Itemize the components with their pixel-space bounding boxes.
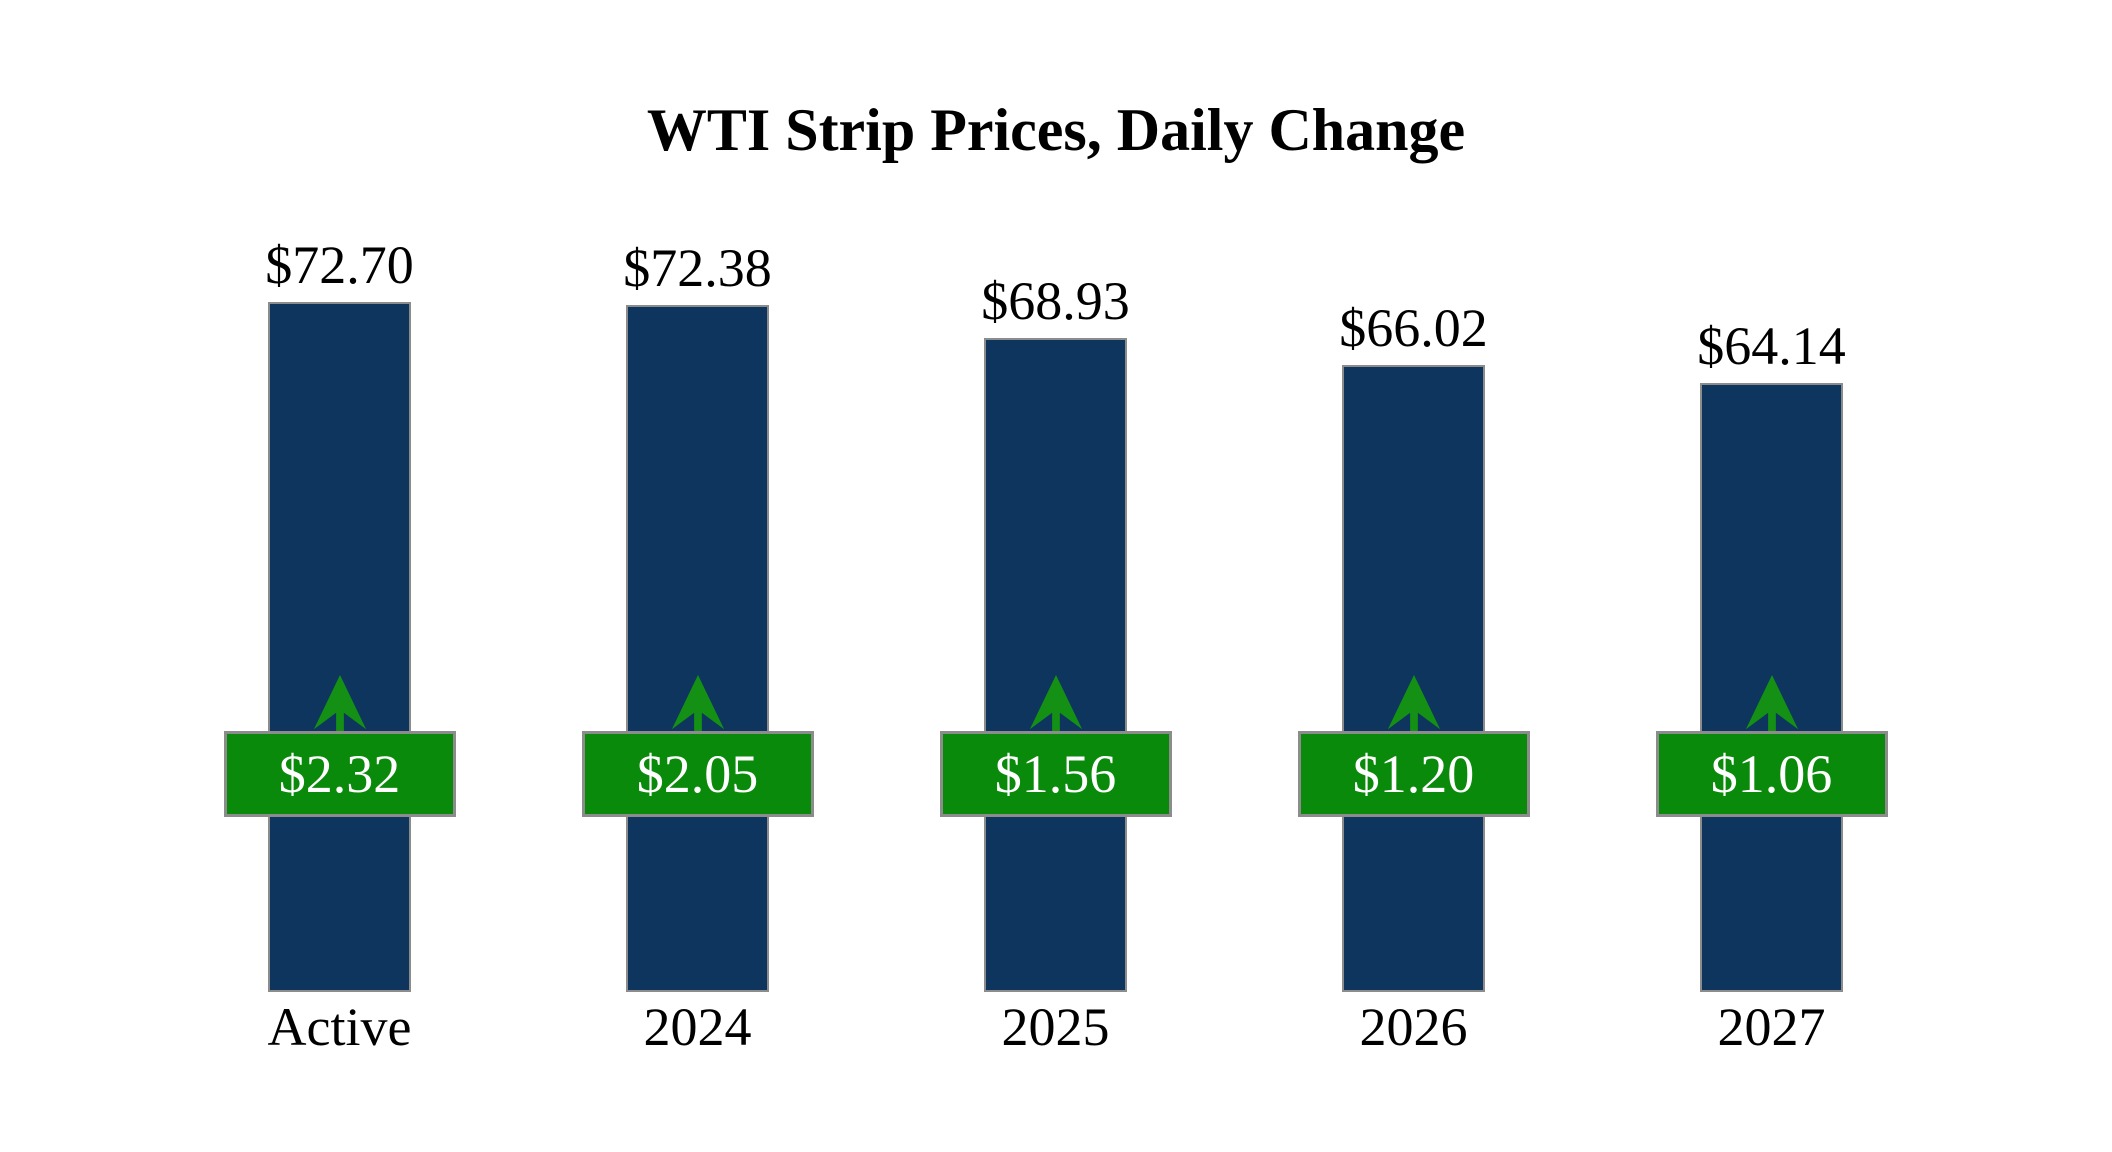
daily-change-value: $2.32 xyxy=(278,744,401,804)
price-bar xyxy=(268,302,411,992)
category-label: 2027 xyxy=(1717,997,1826,1057)
up-arrow-icon xyxy=(1029,675,1082,735)
chart-title: WTI Strip Prices, Daily Change xyxy=(646,97,1466,163)
bar-value-label: $72.70 xyxy=(265,235,414,295)
category-label: Active xyxy=(267,997,412,1057)
price-bar xyxy=(626,305,769,992)
daily-change-badge: $1.20 xyxy=(1297,731,1530,817)
up-arrow-icon xyxy=(1387,675,1440,735)
up-arrow-icon xyxy=(313,675,366,735)
bar-value-label: $68.93 xyxy=(981,271,1130,331)
bar-value-label: $64.14 xyxy=(1697,316,1846,376)
price-bar xyxy=(984,338,1127,992)
daily-change-badge: $1.06 xyxy=(1655,731,1888,817)
bar-value-label: $66.02 xyxy=(1339,298,1488,358)
category-label: 2026 xyxy=(1359,997,1468,1057)
category-label: 2024 xyxy=(643,997,752,1057)
category-label: 2025 xyxy=(1001,997,1110,1057)
daily-change-value: $2.05 xyxy=(636,744,759,804)
up-arrow-icon xyxy=(671,675,724,735)
daily-change-value: $1.06 xyxy=(1710,744,1833,804)
bar-value-label: $72.38 xyxy=(623,238,772,298)
daily-change-badge: $1.56 xyxy=(939,731,1172,817)
daily-change-value: $1.56 xyxy=(994,744,1117,804)
daily-change-value: $1.20 xyxy=(1352,744,1475,804)
daily-change-badge: $2.05 xyxy=(581,731,814,817)
up-arrow-icon xyxy=(1745,675,1798,735)
daily-change-badge: $2.32 xyxy=(223,731,456,817)
